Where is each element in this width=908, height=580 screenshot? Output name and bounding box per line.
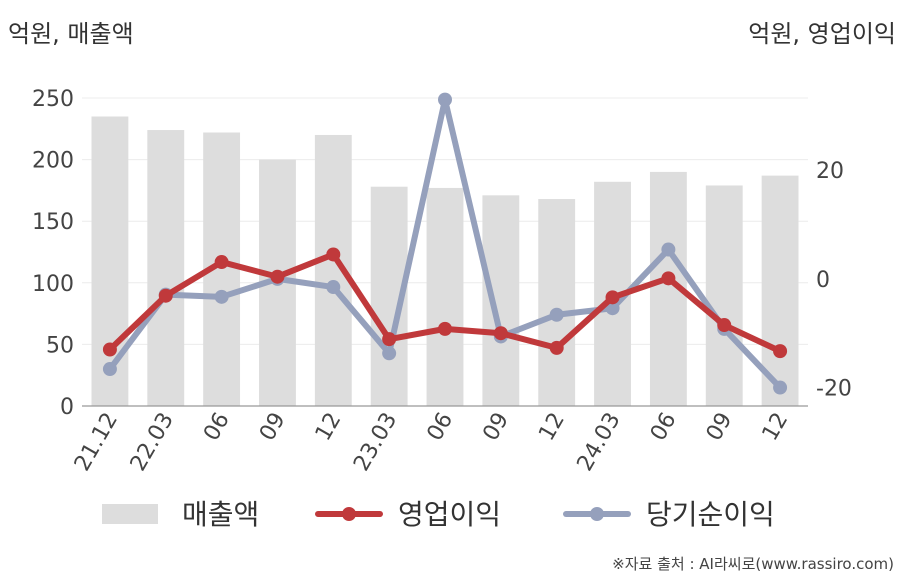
left-tick-label: 0 bbox=[60, 395, 74, 420]
left-tick-label: 250 bbox=[32, 87, 74, 112]
x-tick-label: 12 bbox=[534, 409, 570, 446]
x-tick-label: 09 bbox=[478, 409, 514, 446]
point bbox=[214, 255, 229, 270]
point bbox=[717, 318, 732, 333]
bar bbox=[538, 199, 576, 406]
right-tick-label: 20 bbox=[816, 159, 844, 184]
point bbox=[438, 92, 452, 107]
legend: 매출액 영업이익 당기순이익 bbox=[102, 498, 775, 531]
legend-label: 당기순이익 bbox=[646, 498, 775, 531]
bar-series bbox=[91, 116, 799, 407]
x-tick-label: 22.03 bbox=[126, 409, 179, 476]
left-tick-label: 100 bbox=[32, 272, 74, 297]
point bbox=[214, 289, 229, 304]
point bbox=[661, 271, 676, 286]
point bbox=[549, 340, 564, 355]
legend-label: 영업이익 bbox=[398, 498, 501, 531]
point bbox=[158, 288, 173, 303]
point bbox=[102, 362, 117, 377]
left-tick-label: 150 bbox=[32, 210, 74, 235]
point bbox=[326, 247, 341, 262]
legend-swatch-marker bbox=[590, 507, 604, 521]
bar bbox=[426, 187, 464, 406]
right-tick-label: 0 bbox=[816, 268, 830, 293]
point bbox=[382, 346, 397, 361]
point bbox=[493, 326, 508, 341]
point bbox=[605, 290, 620, 305]
point bbox=[605, 301, 620, 316]
left-axis-unit: 억원, 매출액 bbox=[8, 20, 134, 48]
point bbox=[438, 321, 452, 336]
legend-swatch-marker bbox=[342, 507, 356, 521]
point bbox=[382, 332, 397, 347]
bar bbox=[482, 195, 520, 406]
legend-swatch-bar bbox=[102, 504, 158, 524]
x-tick-label: 12 bbox=[311, 409, 347, 446]
x-tick-label: 09 bbox=[255, 409, 291, 446]
bar bbox=[147, 130, 185, 407]
x-tick-label: 06 bbox=[199, 409, 235, 446]
bar bbox=[761, 175, 799, 406]
point bbox=[661, 242, 676, 257]
point bbox=[773, 380, 788, 395]
x-tick-label: 12 bbox=[758, 409, 794, 446]
x-tick-label: 06 bbox=[423, 409, 459, 446]
bar bbox=[705, 185, 743, 406]
source-note: ※자료 출처 : AI라씨로(www.rassiro.com) bbox=[612, 555, 894, 573]
left-tick-label: 200 bbox=[32, 149, 74, 174]
point bbox=[102, 342, 117, 357]
left-tick-label: 50 bbox=[46, 333, 74, 358]
point bbox=[549, 307, 564, 322]
x-tick-label: 21.12 bbox=[70, 409, 123, 476]
legend-label: 매출액 bbox=[182, 498, 259, 531]
x-tick-label: 06 bbox=[646, 409, 682, 446]
x-tick-label: 24.03 bbox=[573, 409, 626, 476]
right-tick-label: -20 bbox=[816, 377, 852, 402]
bar bbox=[91, 116, 129, 406]
line-series bbox=[102, 92, 788, 395]
point bbox=[326, 280, 341, 295]
point bbox=[270, 269, 285, 284]
right-axis-unit: 억원, 영업이익 bbox=[748, 20, 896, 48]
x-tick-label: 09 bbox=[702, 409, 738, 446]
point bbox=[773, 344, 788, 359]
x-tick-label: 23.03 bbox=[349, 409, 402, 476]
